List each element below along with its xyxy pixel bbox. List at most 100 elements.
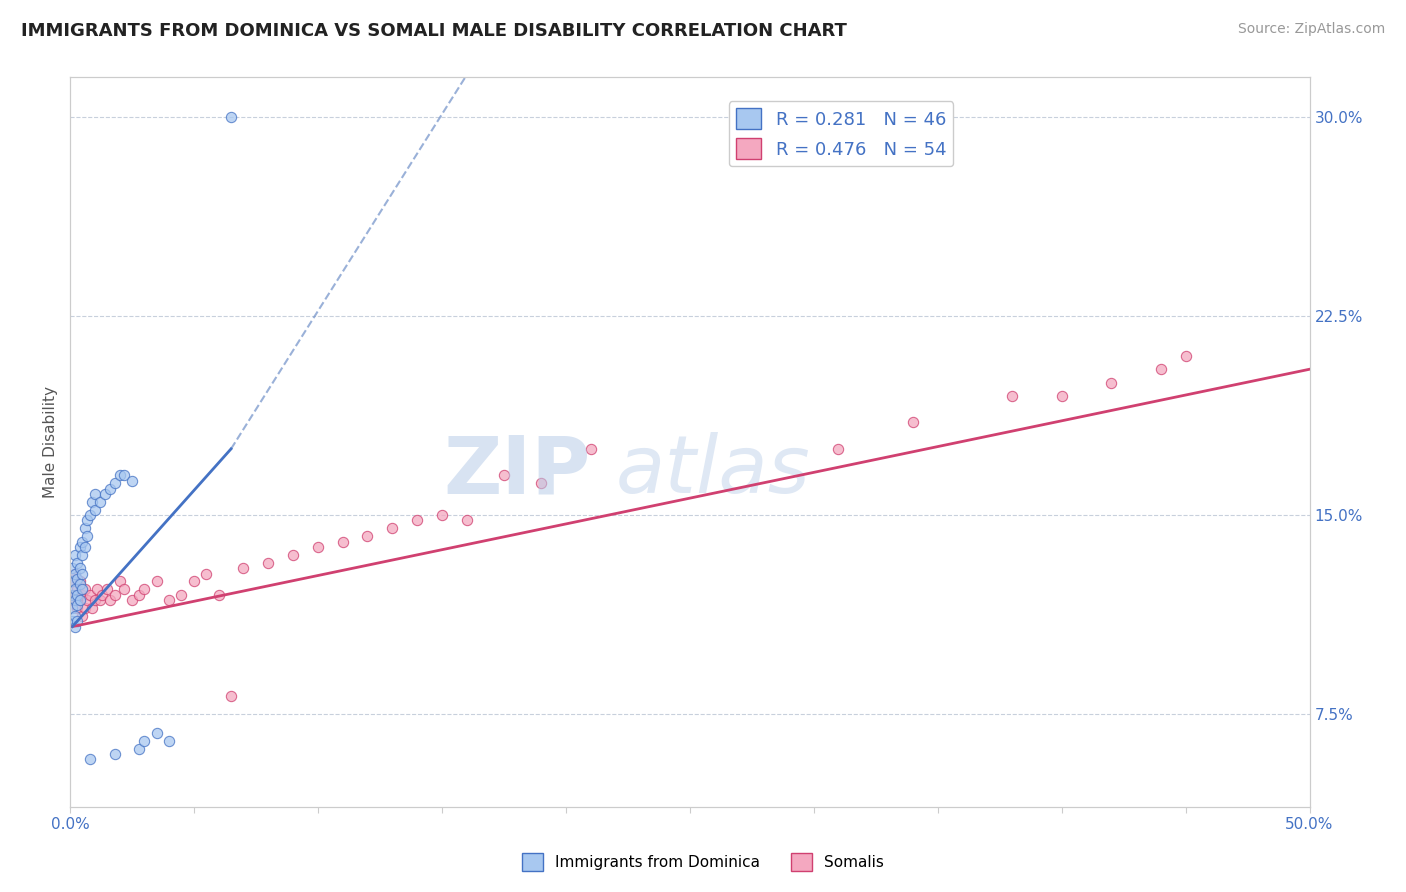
Text: IMMIGRANTS FROM DOMINICA VS SOMALI MALE DISABILITY CORRELATION CHART: IMMIGRANTS FROM DOMINICA VS SOMALI MALE …	[21, 22, 846, 40]
Point	[103, 588, 125, 602]
Point	[257, 556, 280, 570]
Point	[530, 476, 553, 491]
Point	[63, 609, 86, 624]
Point	[79, 752, 101, 766]
Point	[60, 601, 83, 615]
Point	[406, 513, 429, 527]
Point	[66, 588, 89, 602]
Point	[69, 577, 91, 591]
Legend: R = 0.281   N = 46, R = 0.476   N = 54: R = 0.281 N = 46, R = 0.476 N = 54	[728, 101, 953, 166]
Point	[63, 593, 86, 607]
Point	[63, 582, 86, 597]
Point	[307, 540, 329, 554]
Point	[492, 468, 515, 483]
Point	[208, 588, 231, 602]
Point	[82, 495, 104, 509]
Point	[66, 615, 89, 629]
Point	[1099, 376, 1122, 390]
Point	[69, 540, 91, 554]
Point	[108, 574, 131, 589]
Point	[145, 725, 167, 739]
Point	[827, 442, 849, 456]
Point	[76, 593, 98, 607]
Point	[356, 529, 378, 543]
Point	[98, 482, 121, 496]
Point	[72, 582, 94, 597]
Point	[83, 503, 105, 517]
Point	[66, 556, 89, 570]
Point	[96, 582, 118, 597]
Point	[72, 588, 94, 602]
Point	[82, 601, 104, 615]
Point	[60, 615, 83, 629]
Point	[69, 574, 91, 589]
Point	[381, 521, 404, 535]
Point	[69, 561, 91, 575]
Point	[219, 110, 242, 124]
Point	[72, 548, 94, 562]
Point	[72, 609, 94, 624]
Point	[134, 582, 156, 597]
Point	[1001, 389, 1024, 403]
Point	[108, 468, 131, 483]
Point	[456, 513, 478, 527]
Point	[1050, 389, 1073, 403]
Point	[69, 593, 91, 607]
Text: Source: ZipAtlas.com: Source: ZipAtlas.com	[1237, 22, 1385, 37]
Point	[89, 593, 111, 607]
Point	[121, 474, 143, 488]
Point	[157, 733, 180, 747]
Point	[430, 508, 453, 523]
Point	[83, 593, 105, 607]
Point	[1150, 362, 1173, 376]
Point	[63, 588, 86, 602]
Point	[72, 566, 94, 581]
Point	[60, 561, 83, 575]
Point	[103, 747, 125, 761]
Point	[73, 601, 96, 615]
Point	[232, 561, 254, 575]
Point	[72, 534, 94, 549]
Point	[114, 468, 136, 483]
Point	[121, 593, 143, 607]
Point	[60, 593, 83, 607]
Point	[114, 582, 136, 597]
Point	[128, 588, 150, 602]
Point	[60, 574, 83, 589]
Point	[1174, 349, 1197, 363]
Point	[63, 566, 86, 581]
Point	[66, 599, 89, 613]
Point	[579, 442, 602, 456]
Point	[103, 476, 125, 491]
Point	[79, 588, 101, 602]
Point	[60, 574, 83, 589]
Point	[60, 588, 83, 602]
Point	[901, 415, 924, 429]
Point	[93, 487, 115, 501]
Point	[128, 741, 150, 756]
Point	[69, 593, 91, 607]
Point	[63, 548, 86, 562]
Point	[66, 582, 89, 597]
Point	[89, 495, 111, 509]
Point	[219, 689, 242, 703]
Point	[63, 619, 86, 633]
Point	[73, 521, 96, 535]
Point	[134, 733, 156, 747]
Point	[83, 487, 105, 501]
Legend: Immigrants from Dominica, Somalis: Immigrants from Dominica, Somalis	[516, 847, 890, 877]
Point	[86, 582, 108, 597]
Point	[66, 601, 89, 615]
Point	[91, 588, 114, 602]
Point	[157, 593, 180, 607]
Point	[76, 513, 98, 527]
Point	[79, 508, 101, 523]
Point	[76, 529, 98, 543]
Point	[73, 582, 96, 597]
Point	[183, 574, 205, 589]
Point	[145, 574, 167, 589]
Point	[63, 566, 86, 581]
Point	[170, 588, 193, 602]
Point	[98, 593, 121, 607]
Point	[66, 572, 89, 586]
